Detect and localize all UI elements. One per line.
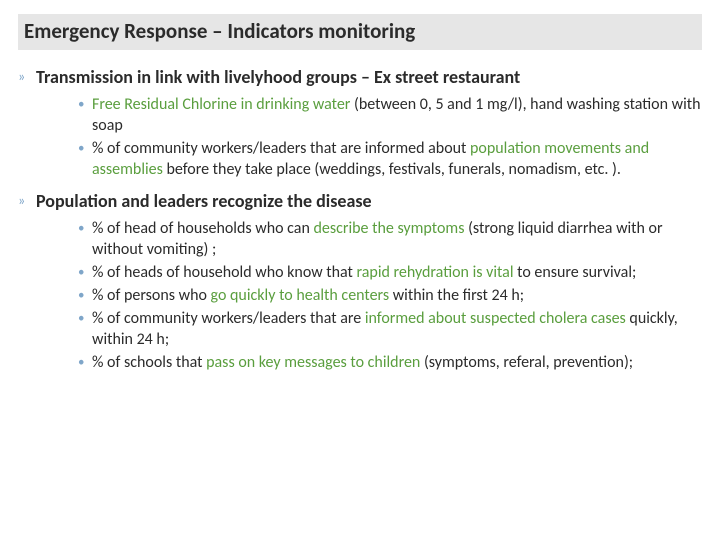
list-item-text: % of persons who go quickly to health ce… (92, 285, 524, 306)
list-item: •% of heads of household who know that r… (78, 262, 702, 283)
section-bullet-icon: » (18, 66, 36, 88)
sub-list: •Free Residual Chlorine in drinking wate… (78, 94, 702, 180)
slide-content: »Transmission in link with livelyhood gr… (18, 50, 702, 373)
list-item: •% of schools that pass on key messages … (78, 352, 702, 373)
list-item: • % of persons who go quickly to health … (78, 285, 702, 306)
sub-bullet-icon: • (78, 285, 92, 306)
list-item: •% of community workers/leaders that are… (78, 308, 702, 350)
list-item: •% of community workers/leaders that are… (78, 138, 702, 180)
sub-bullet-icon: • (78, 308, 92, 329)
sub-bullet-icon: • (78, 218, 92, 239)
list-item-text: % of head of households who can describe… (92, 218, 702, 260)
sub-bullet-icon: • (78, 352, 92, 373)
section-heading-row: »Transmission in link with livelyhood gr… (18, 66, 702, 88)
sub-list: •% of head of households who can describ… (78, 218, 702, 373)
list-item: •% of head of households who can describ… (78, 218, 702, 260)
list-item-text: % of schools that pass on key messages t… (92, 352, 633, 373)
sub-bullet-icon: • (78, 138, 92, 159)
sub-bullet-icon: • (78, 262, 92, 283)
section-heading: Population and leaders recognize the dis… (36, 190, 372, 212)
slide: Emergency Response – Indicators monitori… (0, 0, 720, 540)
section-heading-row: »Population and leaders recognize the di… (18, 190, 702, 212)
list-item-text: Free Residual Chlorine in drinking water… (92, 94, 702, 136)
sub-bullet-icon: • (78, 94, 92, 115)
slide-title: Emergency Response – Indicators monitori… (18, 14, 702, 50)
section-bullet-icon: » (18, 190, 36, 212)
list-item-text: % of community workers/leaders that are … (92, 138, 702, 180)
list-item-text: % of heads of household who know that ra… (92, 262, 636, 283)
section-heading: Transmission in link with livelyhood gro… (36, 66, 520, 88)
list-item: •Free Residual Chlorine in drinking wate… (78, 94, 702, 136)
list-item-text: % of community workers/leaders that are … (92, 308, 702, 350)
